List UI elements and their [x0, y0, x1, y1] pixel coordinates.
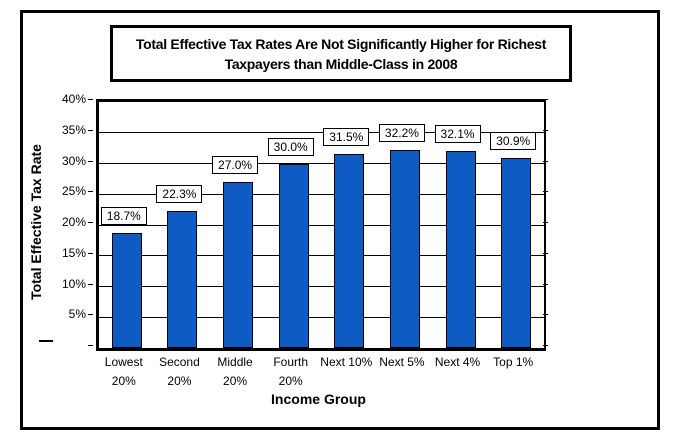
bar	[501, 157, 532, 348]
bar-value-label: 30.0%	[267, 137, 314, 156]
y-axis-tick	[88, 129, 93, 131]
x-category-label-line: 20%	[167, 374, 192, 388]
x-category-label-line: Next 5%	[379, 355, 425, 369]
bar	[167, 210, 198, 348]
x-category-label: Next 10%	[319, 353, 375, 372]
chart-title-line2: Taxpayers than Middle-Class in 2008	[224, 55, 458, 72]
y-axis-tick-label: 10%	[61, 276, 86, 291]
right-axis-tick	[543, 314, 548, 316]
gridline	[99, 255, 544, 257]
bar-value-label: 22.3%	[156, 184, 203, 203]
gridline	[99, 132, 544, 134]
x-category-label-line: 20%	[278, 374, 303, 388]
bar-value-label: 32.2%	[378, 123, 425, 142]
y-axis-zero-dash	[39, 340, 53, 342]
y-axis-tick	[88, 222, 93, 223]
x-category-label-line: Fourth	[273, 355, 309, 369]
outer-frame	[20, 10, 660, 430]
y-axis-tick	[88, 314, 93, 316]
x-category-label-line: 20%	[111, 374, 136, 388]
y-axis-tick-label: 5%	[68, 307, 86, 322]
x-category-label: Middle 20%	[207, 353, 263, 391]
x-category-label-line: Middle	[217, 355, 253, 369]
x-category-label: Second 20%	[152, 353, 208, 391]
right-axis-tick	[543, 160, 548, 162]
bar-value-label: 18.7%	[100, 206, 147, 225]
y-axis-tick-label: 15%	[61, 245, 86, 260]
x-category-label: Lowest 20%	[96, 353, 152, 391]
x-axis-title: Income Group	[271, 391, 366, 407]
y-axis-tick	[88, 191, 93, 193]
bar	[334, 154, 365, 348]
x-category-label: Top 1%	[485, 353, 541, 372]
gridline	[99, 193, 544, 195]
y-axis-tick	[88, 99, 93, 100]
chart-title-line1: Total Effective Tax Rates Are Not Signif…	[135, 35, 547, 52]
right-axis-tick	[543, 283, 548, 285]
bar-value-label: 27.0%	[212, 155, 259, 174]
right-axis-tick	[543, 345, 548, 346]
bar-value-label: 30.9%	[490, 131, 537, 150]
plot-area	[96, 99, 546, 351]
y-axis-tick-label: 20%	[61, 215, 86, 229]
right-axis-tick	[543, 222, 548, 223]
bar	[111, 233, 142, 348]
bar	[445, 150, 476, 348]
x-category-label-line: Top 1%	[493, 355, 534, 369]
chart-title-box: Total Effective Tax Rates Are Not Signif…	[110, 25, 572, 82]
gridline	[99, 286, 544, 287]
bar	[223, 181, 254, 348]
y-axis-tick	[88, 252, 93, 254]
right-axis-tick	[543, 129, 548, 131]
y-axis-tick	[88, 283, 93, 285]
y-axis-tick-label: 40%	[61, 92, 86, 106]
y-axis-tick	[88, 160, 93, 162]
x-category-label-line: Next 10%	[320, 355, 373, 369]
bar	[389, 149, 420, 348]
y-axis-tick-label: 25%	[61, 184, 86, 199]
y-axis-tick	[88, 345, 93, 346]
right-axis-tick	[543, 191, 548, 193]
right-axis-tick	[543, 99, 548, 100]
right-axis-tick	[543, 252, 548, 254]
bar-value-label: 32.1%	[434, 124, 481, 143]
x-category-label: Next 4%	[430, 353, 486, 372]
bar-value-label: 31.5%	[323, 128, 370, 147]
x-category-label-line: 20%	[223, 374, 248, 388]
x-category-label: Next 5%	[374, 353, 430, 372]
y-axis-tick-label: 30%	[61, 153, 86, 168]
x-category-label-line: Next 4%	[434, 355, 481, 369]
x-category-label: Fourth 20%	[263, 353, 319, 391]
y-axis-tick-label: 35%	[61, 122, 86, 137]
x-category-label-line: Lowest	[104, 355, 143, 369]
gridline	[99, 163, 544, 164]
bar	[278, 163, 309, 348]
gridline	[99, 224, 544, 226]
x-category-label-line: Second	[159, 355, 200, 369]
gridline	[99, 316, 544, 318]
